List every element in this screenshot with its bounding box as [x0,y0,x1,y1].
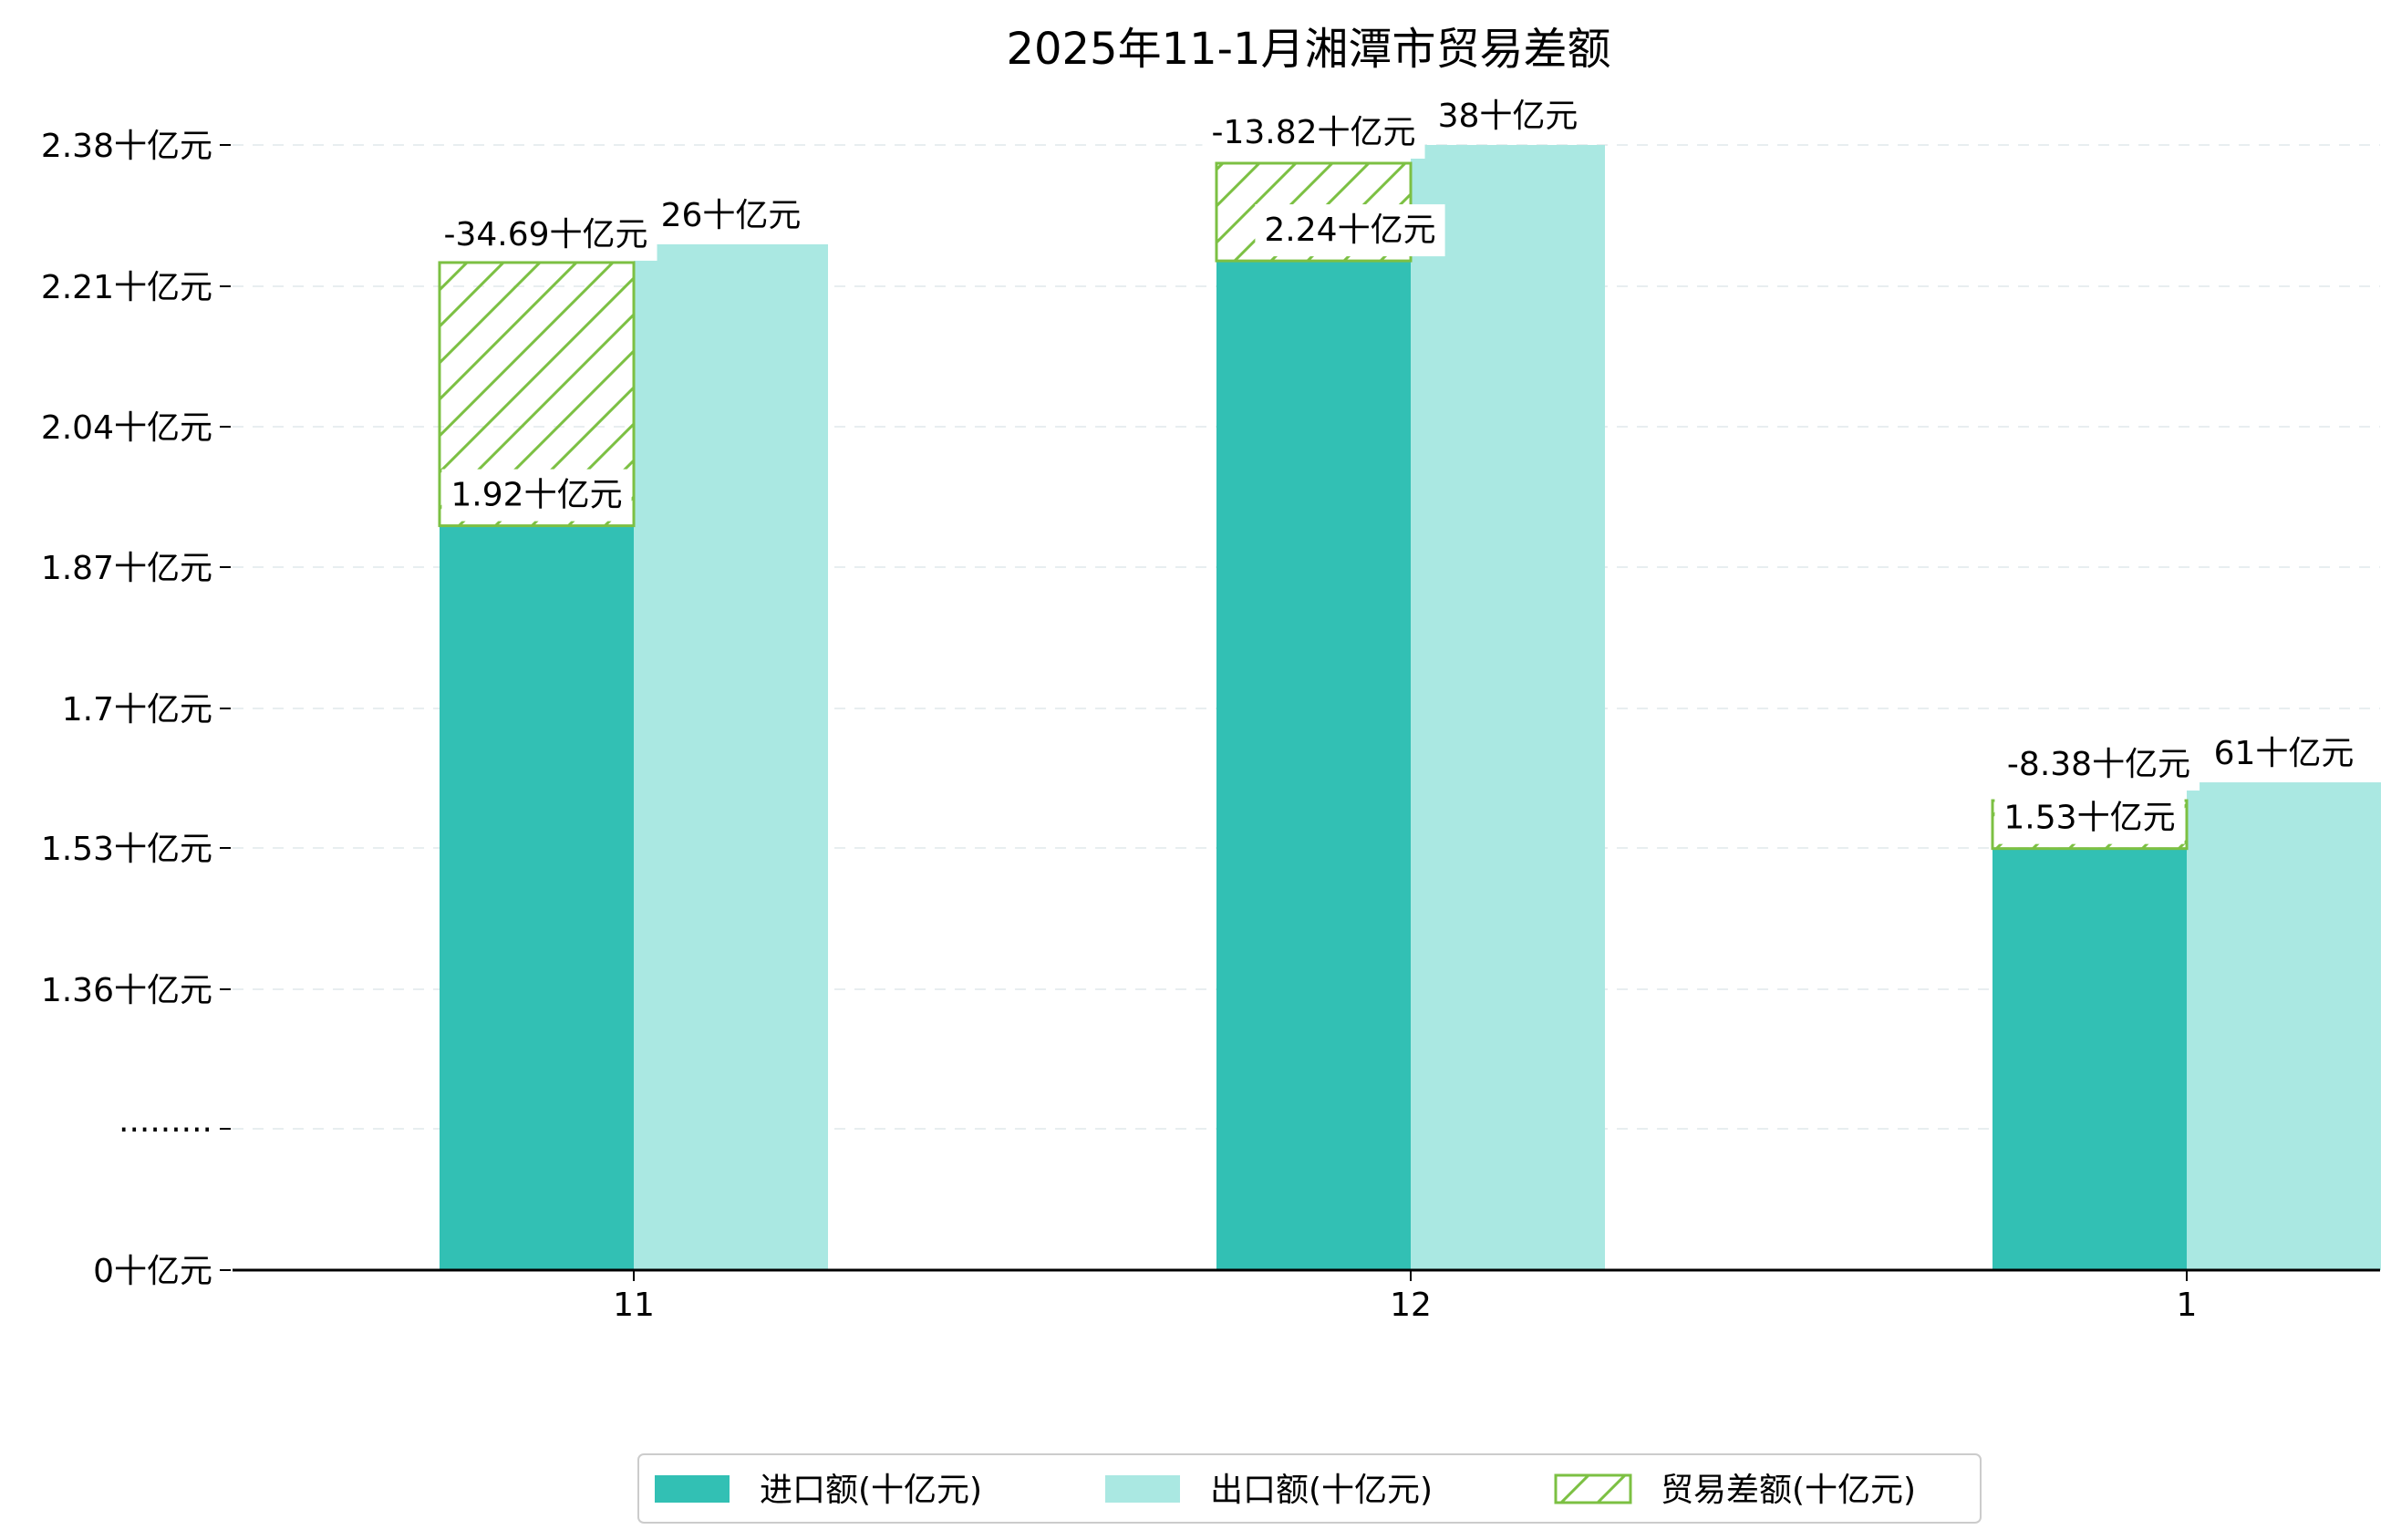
import-value-label: 2.24十亿元 [1255,204,1445,257]
y-tick-label: 1.87十亿元 [41,550,212,587]
bars [438,145,2381,1271]
axes: 0十亿元 ········· 1.36十亿元 1.53十亿元 1.7十亿元 1.87十亿元… [41,128,2380,1324]
export-value-label: 61十亿元 [2204,728,2364,780]
bar-export [1411,145,1605,1270]
svg-text:2.24十亿元: 2.24十亿元 [1264,212,1435,249]
legend-swatch [655,1475,730,1503]
svg-text:61十亿元: 61十亿元 [2214,735,2355,772]
x-tick-label: 1 [2177,1287,2198,1324]
legend-entry: 贸易差额(十亿元) [1554,1472,1916,1509]
svg-text:-13.82十亿元: -13.82十亿元 [1211,114,1415,151]
y-tick-label: 1.7十亿元 [62,691,212,729]
x-tick-label: 12 [1390,1287,1432,1324]
legend-label: 贸易差额(十亿元) [1661,1472,1916,1509]
y-tick-label: 2.04十亿元 [41,409,212,447]
legend-entry: 出口额(十亿元) [1105,1472,1433,1509]
y-tick-label: 2.38十亿元 [41,128,212,165]
legend-swatch [1105,1475,1180,1503]
trade-balance-value-label: -8.38十亿元 [1997,739,2200,791]
import-value-label: 1.92十亿元 [441,469,632,522]
legend-label: 出口额(十亿元) [1210,1472,1433,1509]
export-value-label: 38十亿元 [1428,90,1588,142]
svg-text:-34.69十亿元: -34.69十亿元 [443,216,647,253]
trade-balance-value-label: -13.82十亿元 [1202,107,1425,159]
bar-export [2187,782,2381,1270]
svg-text:38十亿元: 38十亿元 [1438,98,1578,135]
bar-import [1992,848,2187,1270]
svg-text:26十亿元: 26十亿元 [661,197,802,234]
y-tick-label: 2.21十亿元 [41,269,212,306]
bar-export [634,243,828,1270]
bar-import [440,525,634,1270]
legend-swatch [1554,1473,1632,1504]
legend-entry: 进口额(十亿元) [655,1472,982,1509]
import-value-label: 1.53十亿元 [1994,791,2185,844]
trade-balance-value-label: -34.69十亿元 [434,208,657,261]
y-tick-label: ········· [119,1111,212,1149]
legend-box [637,1453,1982,1524]
legend: 进口额(十亿元) 出口额(十亿元) 贸易差额(十亿元) [637,1453,1982,1524]
y-tick-label: 0十亿元 [93,1253,212,1290]
y-tick-label: 1.36十亿元 [41,972,212,1009]
svg-text:1.92十亿元: 1.92十亿元 [450,477,622,514]
svg-text:-8.38十亿元: -8.38十亿元 [2007,746,2190,783]
bar-import [1216,261,1411,1271]
y-tick-label: 1.53十亿元 [41,831,212,868]
svg-text:1.53十亿元: 1.53十亿元 [2003,800,2175,837]
data-labels: 1.92十亿元 26十亿元 -34.69十亿元 2.24十亿元 38十亿元 -13.82十… [434,90,2364,844]
export-value-label: 26十亿元 [651,189,811,242]
legend-label: 进口额(十亿元) [760,1472,982,1509]
chart-title: 2025年11-1月湘潭市贸易差额 [1006,24,1610,75]
x-tick-label: 11 [613,1287,655,1324]
